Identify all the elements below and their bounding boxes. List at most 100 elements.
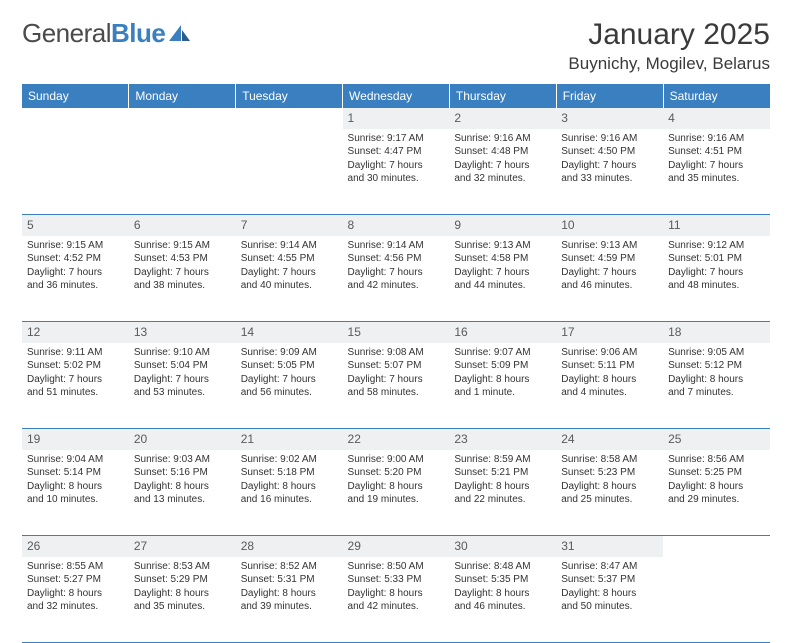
daylight-text-2: and 36 minutes. — [27, 279, 124, 293]
day-number-cell: 1 — [343, 108, 450, 129]
daylight-text-1: Daylight: 7 hours — [241, 373, 338, 387]
daylight-text-1: Daylight: 8 hours — [454, 373, 551, 387]
daylight-text-2: and 56 minutes. — [241, 386, 338, 400]
calendar-table: Sunday Monday Tuesday Wednesday Thursday… — [22, 84, 770, 643]
day-info-row: Sunrise: 9:17 AMSunset: 4:47 PMDaylight:… — [22, 129, 770, 215]
daylight-text-1: Daylight: 8 hours — [241, 480, 338, 494]
day-number-cell: 23 — [449, 429, 556, 450]
day-number-cell: 13 — [129, 322, 236, 343]
day-number-cell: 2 — [449, 108, 556, 129]
sunrise-text: Sunrise: 8:53 AM — [134, 560, 231, 574]
sunset-text: Sunset: 5:04 PM — [134, 359, 231, 373]
sunrise-text: Sunrise: 9:16 AM — [561, 132, 658, 146]
sunset-text: Sunset: 4:53 PM — [134, 252, 231, 266]
day-number-cell: 14 — [236, 322, 343, 343]
sunrise-text: Sunrise: 9:11 AM — [27, 346, 124, 360]
brand-logo: GeneralBlue — [22, 18, 191, 49]
day-number: 1 — [348, 111, 355, 125]
day-info-cell: Sunrise: 9:05 AMSunset: 5:12 PMDaylight:… — [663, 343, 770, 429]
sunrise-text: Sunrise: 8:48 AM — [454, 560, 551, 574]
sunset-text: Sunset: 5:29 PM — [134, 573, 231, 587]
sunrise-text: Sunrise: 8:55 AM — [27, 560, 124, 574]
weekday-header: Saturday — [663, 84, 770, 108]
sunrise-text: Sunrise: 9:15 AM — [134, 239, 231, 253]
sunrise-text: Sunrise: 9:16 AM — [454, 132, 551, 146]
daylight-text-1: Daylight: 7 hours — [27, 266, 124, 280]
sunrise-text: Sunrise: 8:56 AM — [668, 453, 765, 467]
weekday-header: Monday — [129, 84, 236, 108]
sunset-text: Sunset: 5:37 PM — [561, 573, 658, 587]
daylight-text-1: Daylight: 7 hours — [668, 159, 765, 173]
day-number: 2 — [454, 111, 461, 125]
daylight-text-2: and 39 minutes. — [241, 600, 338, 614]
sunrise-text: Sunrise: 9:04 AM — [27, 453, 124, 467]
day-number-cell: 11 — [663, 215, 770, 236]
day-number-cell: 15 — [343, 322, 450, 343]
daylight-text-1: Daylight: 7 hours — [561, 159, 658, 173]
day-info-cell: Sunrise: 9:15 AMSunset: 4:52 PMDaylight:… — [22, 236, 129, 322]
sunrise-text: Sunrise: 9:16 AM — [668, 132, 765, 146]
daylight-text-1: Daylight: 7 hours — [134, 266, 231, 280]
sunset-text: Sunset: 4:52 PM — [27, 252, 124, 266]
day-number-cell: 26 — [22, 536, 129, 557]
day-number: 27 — [134, 539, 147, 553]
sunrise-text: Sunrise: 8:50 AM — [348, 560, 445, 574]
daylight-text-2: and 46 minutes. — [454, 600, 551, 614]
sunset-text: Sunset: 5:02 PM — [27, 359, 124, 373]
day-number: 28 — [241, 539, 254, 553]
day-info-row: Sunrise: 9:15 AMSunset: 4:52 PMDaylight:… — [22, 236, 770, 322]
day-info-cell: Sunrise: 8:55 AMSunset: 5:27 PMDaylight:… — [22, 557, 129, 643]
daylight-text-2: and 42 minutes. — [348, 279, 445, 293]
day-info-cell: Sunrise: 8:50 AMSunset: 5:33 PMDaylight:… — [343, 557, 450, 643]
daylight-text-2: and 29 minutes. — [668, 493, 765, 507]
day-number: 10 — [561, 218, 574, 232]
day-number: 25 — [668, 432, 681, 446]
day-info-cell: Sunrise: 9:16 AMSunset: 4:51 PMDaylight:… — [663, 129, 770, 215]
daylight-text-2: and 32 minutes. — [27, 600, 124, 614]
day-number-cell: 6 — [129, 215, 236, 236]
day-number-cell: 3 — [556, 108, 663, 129]
daylight-text-2: and 51 minutes. — [27, 386, 124, 400]
day-number: 29 — [348, 539, 361, 553]
day-info-cell: Sunrise: 9:13 AMSunset: 4:58 PMDaylight:… — [449, 236, 556, 322]
daylight-text-1: Daylight: 7 hours — [454, 159, 551, 173]
day-number-cell: 31 — [556, 536, 663, 557]
sunrise-text: Sunrise: 9:13 AM — [561, 239, 658, 253]
daylight-text-2: and 1 minute. — [454, 386, 551, 400]
sunset-text: Sunset: 5:07 PM — [348, 359, 445, 373]
day-number-cell: 10 — [556, 215, 663, 236]
sunset-text: Sunset: 5:25 PM — [668, 466, 765, 480]
sunset-text: Sunset: 5:18 PM — [241, 466, 338, 480]
title-block: January 2025 Buynichy, Mogilev, Belarus — [568, 18, 770, 74]
day-number-cell: 29 — [343, 536, 450, 557]
day-number: 8 — [348, 218, 355, 232]
weekday-header: Friday — [556, 84, 663, 108]
daylight-text-1: Daylight: 8 hours — [668, 373, 765, 387]
calendar-body: 1234 Sunrise: 9:17 AMSunset: 4:47 PMDayl… — [22, 108, 770, 643]
weekday-header: Sunday — [22, 84, 129, 108]
day-info-cell: Sunrise: 8:53 AMSunset: 5:29 PMDaylight:… — [129, 557, 236, 643]
day-number: 24 — [561, 432, 574, 446]
day-number-cell: 12 — [22, 322, 129, 343]
day-number: 13 — [134, 325, 147, 339]
weekday-header: Thursday — [449, 84, 556, 108]
sunset-text: Sunset: 5:14 PM — [27, 466, 124, 480]
day-number-cell: 27 — [129, 536, 236, 557]
daylight-text-1: Daylight: 8 hours — [561, 373, 658, 387]
sunset-text: Sunset: 5:21 PM — [454, 466, 551, 480]
sunset-text: Sunset: 5:01 PM — [668, 252, 765, 266]
sunrise-text: Sunrise: 9:12 AM — [668, 239, 765, 253]
sunrise-text: Sunrise: 8:47 AM — [561, 560, 658, 574]
day-number-cell: 8 — [343, 215, 450, 236]
day-info-cell: Sunrise: 9:02 AMSunset: 5:18 PMDaylight:… — [236, 450, 343, 536]
daylight-text-1: Daylight: 8 hours — [241, 587, 338, 601]
sunrise-text: Sunrise: 9:05 AM — [668, 346, 765, 360]
day-info-row: Sunrise: 9:11 AMSunset: 5:02 PM Daylight:… — [22, 343, 770, 429]
day-info-cell: Sunrise: 9:07 AMSunset: 5:09 PMDaylight:… — [449, 343, 556, 429]
day-number: 19 — [27, 432, 40, 446]
daylight-text-2: and 4 minutes. — [561, 386, 658, 400]
daylight-text-1: Daylight: 8 hours — [454, 587, 551, 601]
sunrise-text: Sunrise: 9:00 AM — [348, 453, 445, 467]
sunset-text: Sunset: 4:47 PM — [348, 145, 445, 159]
daylight-text-2: and 58 minutes. — [348, 386, 445, 400]
